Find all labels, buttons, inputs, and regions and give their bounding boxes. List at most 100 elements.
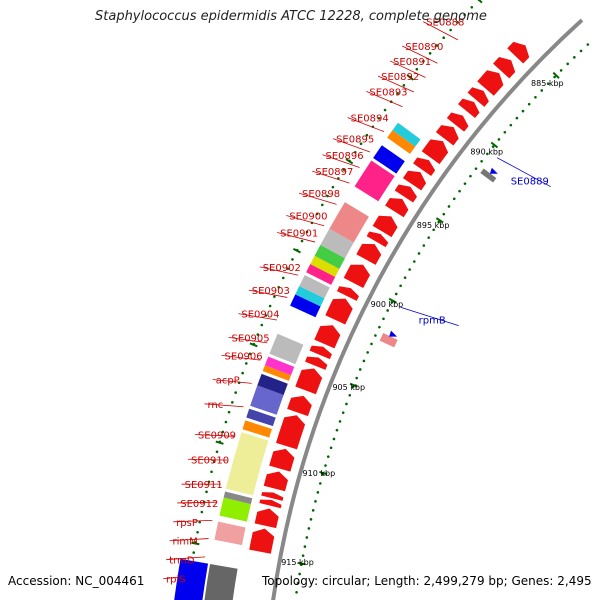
tick-dot [300,239,304,243]
kbp-tick-label: 895 kbp [417,221,450,230]
tick-dot [553,75,556,79]
feature-block [306,263,336,285]
tick-dot [338,420,342,423]
kbp-tick [345,158,354,165]
tick-dot [319,482,322,485]
kbp-tick [477,0,483,4]
tick-dot [303,545,307,548]
tick-dot [437,220,440,224]
tick-dot [326,194,329,198]
gene-label: rplS [166,575,186,586]
tick-dot [329,446,333,450]
tick-dot [383,108,387,112]
backbone [271,18,584,600]
leader-line [228,336,268,344]
tick-dot [394,292,398,296]
tick-dot [413,260,416,263]
gene-label: SE0895 [336,135,374,146]
tick-dot [534,95,537,99]
feature-block [290,294,321,318]
gene-arrow [295,368,323,395]
gene-arrow [446,112,469,132]
tick-dot [256,333,260,336]
tick-dot [422,244,426,247]
gene-arrow [314,325,341,349]
tick-dot [374,334,377,337]
tick-dot [231,401,234,404]
tick-dot [224,420,228,424]
tick-dot [241,371,244,375]
feature-block [204,563,238,600]
tick-dot [341,411,345,414]
gene-label: SE0904 [241,310,279,321]
tick-dot [205,490,208,494]
tick-dot [378,325,381,329]
small-arrow [389,330,398,337]
leader-line [312,170,350,184]
kbp-tick [490,141,499,149]
tick-dot [366,351,369,354]
feature-block [373,145,405,174]
kbp-tick [349,382,358,388]
gene-arrow [413,157,436,177]
tick-dot [260,323,264,327]
gene-arrow [287,395,312,417]
leader-line [166,556,206,561]
tick-dot [452,197,456,201]
tick-dot [298,572,301,576]
tick-dot [355,376,358,380]
inner-gene-ring [249,41,530,554]
tick-dot [402,84,406,87]
tick-dot [324,464,327,467]
feature-block [242,420,272,438]
feature-block [354,160,395,202]
tick-dot [221,430,225,434]
kbp-tick-label: 910 kbp [303,469,336,478]
tick-dot [345,402,348,406]
gene-arrow [309,345,332,360]
tick-dot [408,268,411,271]
kbp-tick [388,297,397,304]
tick-dot [546,82,550,86]
tick-dot [515,116,519,120]
tick-dot [377,117,381,120]
tick-dot [309,518,313,521]
tick-dot [422,59,425,63]
leader-line [221,354,261,361]
tick-dot [442,36,446,40]
gene-label: SE0892 [381,72,419,83]
gene-label: SE0905 [232,333,270,344]
tick-dot [417,252,421,255]
tick-dot [579,49,583,53]
tick-dot [320,203,324,207]
tick-dot [358,368,362,371]
gene-arrow [493,57,516,79]
tick-dot [277,285,281,289]
gene-label: SE0898 [302,189,340,200]
feature-block [246,408,276,427]
gene-arrow [263,471,289,492]
feature-block [299,274,330,299]
tick-dot [342,168,346,171]
tick-dot [382,317,385,321]
gene-label: SE0901 [280,228,318,239]
gene-label: SE0903 [252,286,290,297]
small-feature [379,333,398,348]
feature-block [225,432,269,496]
tick-dot [447,205,451,208]
tick-dot [353,151,357,154]
kbp-tick [297,561,306,566]
tick-dot [470,5,474,9]
leader-line [377,75,415,93]
gene-arrow [254,508,279,529]
tick-dot [474,167,478,170]
gene-label: SE0891 [393,57,431,68]
label-leader-lines [163,21,551,580]
tick-dot [315,212,319,216]
gene-arrow [402,170,427,191]
gene-arrow [372,215,398,238]
backbone-ring [271,18,584,600]
tick-dot [497,138,501,141]
tick-dot [463,13,466,17]
gene-arrow [385,197,409,218]
